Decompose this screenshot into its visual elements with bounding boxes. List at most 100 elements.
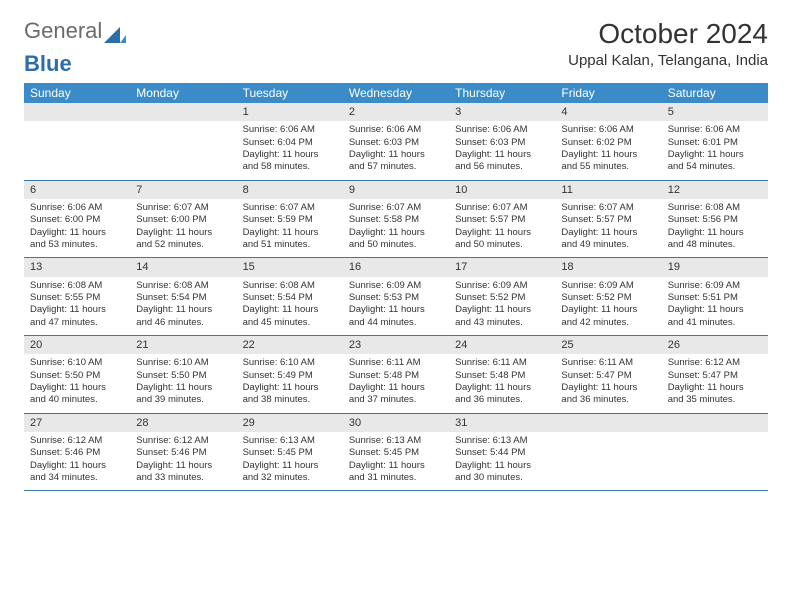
- location-text: Uppal Kalan, Telangana, India: [568, 52, 768, 69]
- sunset-text: Sunset: 5:45 PM: [349, 447, 443, 459]
- sunrise-text: Sunrise: 6:08 AM: [136, 280, 230, 292]
- sunrise-text: Sunrise: 6:09 AM: [668, 280, 762, 292]
- sunset-text: Sunset: 5:53 PM: [349, 292, 443, 304]
- sunset-text: Sunset: 5:59 PM: [243, 214, 337, 226]
- week-row: 6Sunrise: 6:06 AMSunset: 6:00 PMDaylight…: [24, 181, 768, 259]
- empty-day-body: [555, 432, 661, 488]
- sunrise-text: Sunrise: 6:06 AM: [455, 124, 549, 136]
- day-cell: 2Sunrise: 6:06 AMSunset: 6:03 PMDaylight…: [343, 103, 449, 180]
- daylight-text: Daylight: 11 hours and 42 minutes.: [561, 304, 655, 329]
- sunrise-text: Sunrise: 6:13 AM: [243, 435, 337, 447]
- sunrise-text: Sunrise: 6:12 AM: [136, 435, 230, 447]
- day-cell: 14Sunrise: 6:08 AMSunset: 5:54 PMDayligh…: [130, 258, 236, 335]
- day-body: Sunrise: 6:06 AMSunset: 6:03 PMDaylight:…: [449, 121, 555, 179]
- day-cell: 8Sunrise: 6:07 AMSunset: 5:59 PMDaylight…: [237, 181, 343, 258]
- daylight-text: Daylight: 11 hours and 47 minutes.: [30, 304, 124, 329]
- daylight-text: Daylight: 11 hours and 36 minutes.: [455, 382, 549, 407]
- sunset-text: Sunset: 5:52 PM: [561, 292, 655, 304]
- day-number: 4: [555, 103, 661, 121]
- week-row: 13Sunrise: 6:08 AMSunset: 5:55 PMDayligh…: [24, 258, 768, 336]
- daylight-text: Daylight: 11 hours and 40 minutes.: [30, 382, 124, 407]
- sunrise-text: Sunrise: 6:12 AM: [668, 357, 762, 369]
- sunrise-text: Sunrise: 6:09 AM: [455, 280, 549, 292]
- daylight-text: Daylight: 11 hours and 57 minutes.: [349, 149, 443, 174]
- day-number: 7: [130, 181, 236, 199]
- day-header-row: SundayMondayTuesdayWednesdayThursdayFrid…: [24, 83, 768, 103]
- day-cell: 31Sunrise: 6:13 AMSunset: 5:44 PMDayligh…: [449, 414, 555, 491]
- empty-day-number: [130, 103, 236, 121]
- day-number: 29: [237, 414, 343, 432]
- empty-day-number: [662, 414, 768, 432]
- sunset-text: Sunset: 5:49 PM: [243, 370, 337, 382]
- day-number: 31: [449, 414, 555, 432]
- daylight-text: Daylight: 11 hours and 50 minutes.: [455, 227, 549, 252]
- day-number: 26: [662, 336, 768, 354]
- day-body: Sunrise: 6:06 AMSunset: 6:00 PMDaylight:…: [24, 199, 130, 257]
- day-body: Sunrise: 6:06 AMSunset: 6:03 PMDaylight:…: [343, 121, 449, 179]
- sunset-text: Sunset: 5:47 PM: [561, 370, 655, 382]
- day-body: Sunrise: 6:09 AMSunset: 5:52 PMDaylight:…: [449, 277, 555, 335]
- brand-part1: General: [24, 18, 102, 44]
- daylight-text: Daylight: 11 hours and 53 minutes.: [30, 227, 124, 252]
- sunrise-text: Sunrise: 6:12 AM: [30, 435, 124, 447]
- day-cell: 17Sunrise: 6:09 AMSunset: 5:52 PMDayligh…: [449, 258, 555, 335]
- day-header-sunday: Sunday: [24, 83, 130, 103]
- sunrise-text: Sunrise: 6:07 AM: [561, 202, 655, 214]
- sunset-text: Sunset: 6:03 PM: [349, 137, 443, 149]
- daylight-text: Daylight: 11 hours and 51 minutes.: [243, 227, 337, 252]
- brand-part2: Blue: [24, 51, 72, 77]
- day-body: Sunrise: 6:12 AMSunset: 5:46 PMDaylight:…: [130, 432, 236, 490]
- sunrise-text: Sunrise: 6:09 AM: [349, 280, 443, 292]
- sunset-text: Sunset: 6:00 PM: [136, 214, 230, 226]
- week-row: 20Sunrise: 6:10 AMSunset: 5:50 PMDayligh…: [24, 336, 768, 414]
- day-cell: [130, 103, 236, 180]
- day-cell: 13Sunrise: 6:08 AMSunset: 5:55 PMDayligh…: [24, 258, 130, 335]
- day-cell: 3Sunrise: 6:06 AMSunset: 6:03 PMDaylight…: [449, 103, 555, 180]
- day-body: Sunrise: 6:11 AMSunset: 5:48 PMDaylight:…: [343, 354, 449, 412]
- daylight-text: Daylight: 11 hours and 31 minutes.: [349, 460, 443, 485]
- day-number: 8: [237, 181, 343, 199]
- day-number: 19: [662, 258, 768, 276]
- sunset-text: Sunset: 5:45 PM: [243, 447, 337, 459]
- brand-icon: [104, 23, 126, 39]
- day-cell: 1Sunrise: 6:06 AMSunset: 6:04 PMDaylight…: [237, 103, 343, 180]
- daylight-text: Daylight: 11 hours and 34 minutes.: [30, 460, 124, 485]
- sunset-text: Sunset: 5:51 PM: [668, 292, 762, 304]
- day-body: Sunrise: 6:09 AMSunset: 5:51 PMDaylight:…: [662, 277, 768, 335]
- day-header-tuesday: Tuesday: [237, 83, 343, 103]
- sunrise-text: Sunrise: 6:07 AM: [136, 202, 230, 214]
- brand-logo: General: [24, 18, 128, 44]
- daylight-text: Daylight: 11 hours and 45 minutes.: [243, 304, 337, 329]
- sunrise-text: Sunrise: 6:07 AM: [243, 202, 337, 214]
- sunrise-text: Sunrise: 6:11 AM: [349, 357, 443, 369]
- daylight-text: Daylight: 11 hours and 55 minutes.: [561, 149, 655, 174]
- day-body: Sunrise: 6:07 AMSunset: 5:57 PMDaylight:…: [449, 199, 555, 257]
- day-body: Sunrise: 6:06 AMSunset: 6:01 PMDaylight:…: [662, 121, 768, 179]
- daylight-text: Daylight: 11 hours and 49 minutes.: [561, 227, 655, 252]
- day-body: Sunrise: 6:10 AMSunset: 5:50 PMDaylight:…: [24, 354, 130, 412]
- sunrise-text: Sunrise: 6:13 AM: [349, 435, 443, 447]
- daylight-text: Daylight: 11 hours and 48 minutes.: [668, 227, 762, 252]
- sunrise-text: Sunrise: 6:11 AM: [455, 357, 549, 369]
- day-cell: 18Sunrise: 6:09 AMSunset: 5:52 PMDayligh…: [555, 258, 661, 335]
- day-body: Sunrise: 6:11 AMSunset: 5:48 PMDaylight:…: [449, 354, 555, 412]
- day-header-monday: Monday: [130, 83, 236, 103]
- day-number: 16: [343, 258, 449, 276]
- daylight-text: Daylight: 11 hours and 32 minutes.: [243, 460, 337, 485]
- day-number: 27: [24, 414, 130, 432]
- sunrise-text: Sunrise: 6:10 AM: [243, 357, 337, 369]
- sunrise-text: Sunrise: 6:10 AM: [30, 357, 124, 369]
- daylight-text: Daylight: 11 hours and 35 minutes.: [668, 382, 762, 407]
- sunset-text: Sunset: 5:47 PM: [668, 370, 762, 382]
- daylight-text: Daylight: 11 hours and 30 minutes.: [455, 460, 549, 485]
- day-number: 11: [555, 181, 661, 199]
- day-body: Sunrise: 6:07 AMSunset: 5:59 PMDaylight:…: [237, 199, 343, 257]
- sunset-text: Sunset: 6:02 PM: [561, 137, 655, 149]
- sunset-text: Sunset: 5:54 PM: [136, 292, 230, 304]
- day-header-thursday: Thursday: [449, 83, 555, 103]
- day-number: 12: [662, 181, 768, 199]
- sunset-text: Sunset: 5:48 PM: [455, 370, 549, 382]
- sunrise-text: Sunrise: 6:06 AM: [668, 124, 762, 136]
- day-cell: [555, 414, 661, 491]
- daylight-text: Daylight: 11 hours and 33 minutes.: [136, 460, 230, 485]
